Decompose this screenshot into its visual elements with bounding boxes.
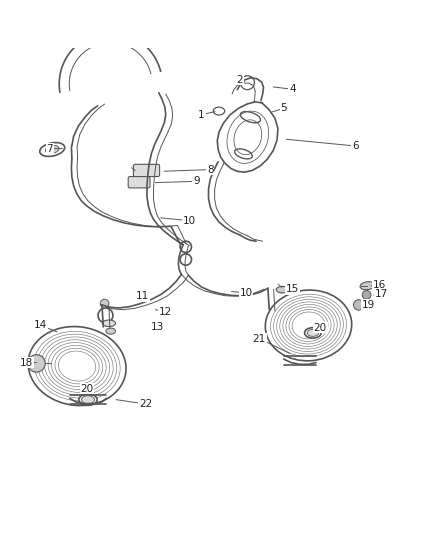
Text: 10: 10	[183, 216, 196, 225]
FancyBboxPatch shape	[128, 176, 150, 188]
Text: 20: 20	[314, 322, 327, 333]
Ellipse shape	[28, 327, 126, 406]
Ellipse shape	[265, 290, 352, 361]
Text: 16: 16	[373, 280, 386, 290]
Ellipse shape	[79, 394, 97, 405]
Text: 21: 21	[253, 334, 266, 344]
Text: 4: 4	[289, 84, 296, 94]
Text: 7: 7	[46, 143, 53, 154]
Text: 15: 15	[286, 284, 299, 294]
Circle shape	[28, 354, 45, 372]
Ellipse shape	[45, 146, 59, 154]
Circle shape	[240, 76, 254, 90]
Text: 5: 5	[280, 103, 287, 114]
Ellipse shape	[106, 328, 116, 334]
Text: 18: 18	[20, 358, 34, 368]
Text: 1: 1	[198, 110, 205, 119]
Circle shape	[362, 290, 371, 299]
Ellipse shape	[276, 286, 288, 293]
Circle shape	[353, 300, 364, 310]
Text: 9: 9	[193, 176, 200, 187]
Ellipse shape	[360, 281, 375, 290]
Text: 10: 10	[240, 288, 253, 298]
Text: 17: 17	[375, 289, 388, 300]
Circle shape	[100, 299, 109, 308]
Text: 8: 8	[207, 165, 214, 175]
Ellipse shape	[304, 328, 321, 338]
Ellipse shape	[102, 320, 116, 327]
Text: 22: 22	[139, 399, 152, 409]
FancyBboxPatch shape	[134, 164, 159, 176]
Ellipse shape	[307, 329, 318, 336]
Text: 2: 2	[237, 75, 243, 85]
Text: 11: 11	[136, 291, 149, 301]
Text: 6: 6	[352, 141, 359, 151]
Text: 19: 19	[362, 300, 375, 310]
Text: 13: 13	[151, 322, 165, 332]
Text: 14: 14	[34, 320, 47, 330]
Ellipse shape	[40, 142, 65, 156]
Text: 12: 12	[159, 308, 173, 317]
Ellipse shape	[81, 395, 95, 403]
Text: 20: 20	[81, 384, 94, 394]
